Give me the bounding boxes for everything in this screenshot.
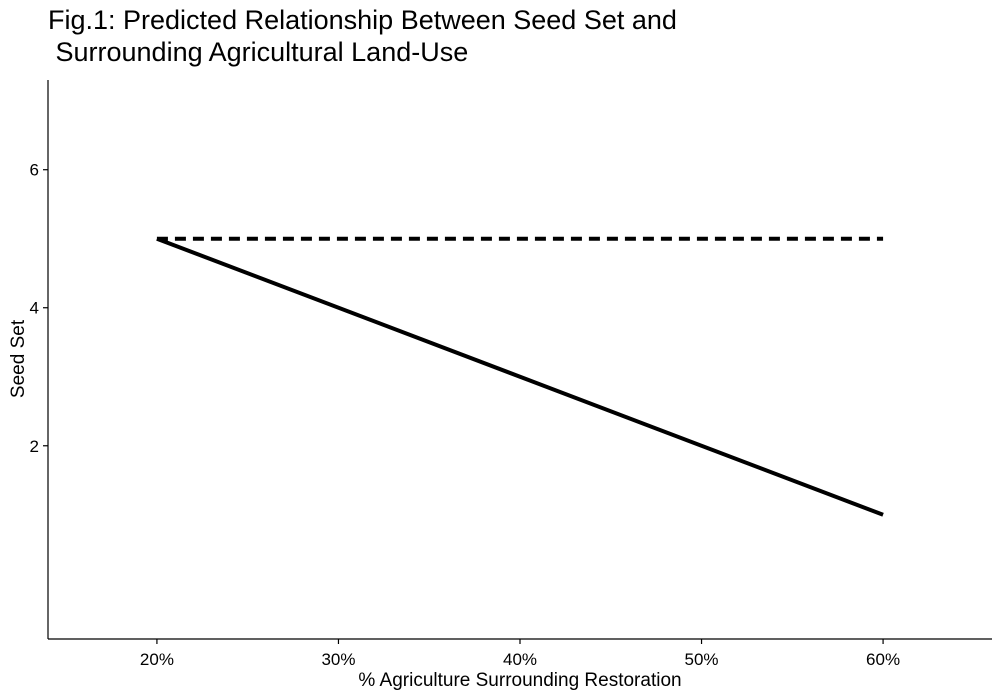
chart-title-line-1: Fig.1: Predicted Relationship Between Se… <box>48 5 677 35</box>
y-axis-label: Seed Set <box>8 319 29 398</box>
y-tick-label: 6 <box>30 161 39 180</box>
y-tick-label: 4 <box>30 299 39 318</box>
x-axis-ticks: 20% 30% 40% 50% 60% <box>140 639 900 669</box>
series-line-solid <box>156 236 884 517</box>
x-tick-label: 20% <box>140 650 174 669</box>
y-axis-ticks: 2 4 6 <box>30 161 48 456</box>
x-tick-label: 60% <box>866 650 900 669</box>
x-tick-label: 50% <box>685 650 719 669</box>
plot-area <box>156 236 884 517</box>
x-tick-label: 40% <box>503 650 537 669</box>
y-tick-label: 2 <box>30 437 39 456</box>
x-axis-label: % Agriculture Surrounding Restoration <box>358 670 681 691</box>
x-tick-label: 30% <box>321 650 355 669</box>
chart-title-line-2: Surrounding Agricultural Land-Use <box>48 37 468 67</box>
